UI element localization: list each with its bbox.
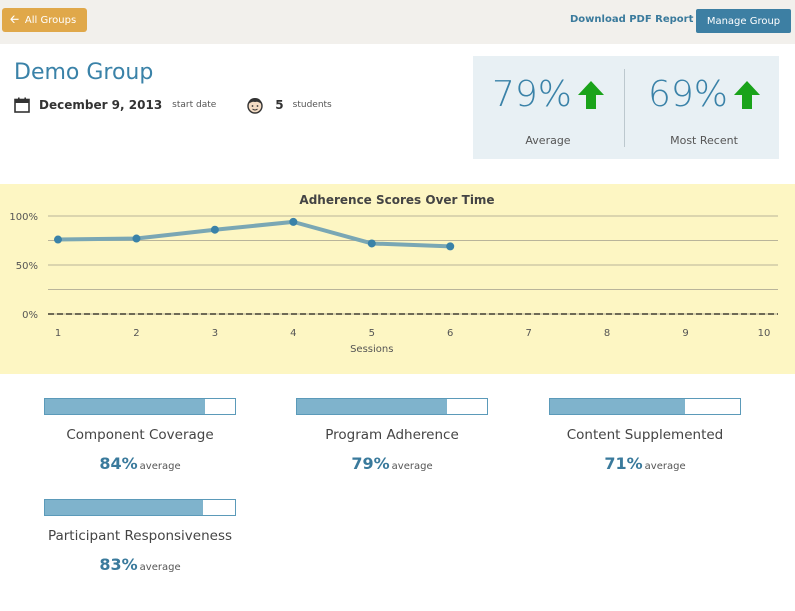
students-label: students <box>292 100 332 110</box>
data-point <box>210 225 219 234</box>
average-caption: Average <box>525 134 571 147</box>
metric-card: Program Adherence 79% average <box>296 398 488 473</box>
download-pdf-label: Download PDF Report <box>570 14 694 25</box>
arrow-up-icon <box>734 80 760 109</box>
metric-card: Content Supplemented 71% average <box>549 398 741 473</box>
most-recent-stat: 69% Most Recent <box>629 56 779 159</box>
data-point <box>446 242 455 251</box>
x-axis-label: Sessions <box>350 344 393 355</box>
metric-label: Component Coverage <box>66 427 214 443</box>
x-tick-label: 5 <box>369 328 375 339</box>
manage-group-label: Manage Group <box>706 15 781 27</box>
y-tick-label: 100% <box>9 212 38 223</box>
metric-progress-bar <box>549 398 741 415</box>
x-tick-label: 7 <box>525 328 531 339</box>
group-panel: Demo Group December 9, 2013 start date 5… <box>0 44 795 611</box>
adherence-chart: Adherence Scores Over Time 0% 50% 100% 1 2 3 4 5… <box>0 184 795 374</box>
metric-suffix: average <box>391 461 433 472</box>
x-tick-label: 4 <box>290 328 296 339</box>
y-tick-label: 0% <box>22 310 38 321</box>
series-line <box>57 219 451 249</box>
x-tick-label: 3 <box>212 328 218 339</box>
adherence-chart-svg: Adherence Scores Over Time 0% 50% 100% 1 2 3 4 5… <box>9 193 778 355</box>
page-title: Demo Group <box>14 60 154 85</box>
metric-progress-fill <box>550 399 685 414</box>
metric-suffix: average <box>644 461 686 472</box>
start-date-label: start date <box>172 100 217 110</box>
x-tick-label: 1 <box>55 328 61 339</box>
all-groups-button[interactable]: 🡠 All Groups <box>2 8 87 32</box>
metric-label: Program Adherence <box>325 427 459 443</box>
metric-progress-bar <box>296 398 488 415</box>
y-tick-label: 50% <box>16 261 38 272</box>
x-tick-label: 8 <box>604 328 610 339</box>
start-date-value: December 9, 2013 <box>39 98 163 112</box>
metric-value: 84% <box>99 454 138 473</box>
metric-value-line: 79% average <box>296 454 488 473</box>
metric-value: 79% <box>351 454 390 473</box>
x-tick-label: 9 <box>682 328 688 339</box>
all-groups-label: All Groups <box>24 14 77 26</box>
top-bar: 🡠 All Groups Download PDF Report Manage … <box>0 0 795 44</box>
data-point <box>132 234 141 243</box>
metric-suffix: average <box>139 461 181 472</box>
data-point <box>54 235 62 244</box>
metric-progress-fill <box>45 500 203 515</box>
metric-card: Component Coverage 84% average <box>44 398 236 473</box>
student-count: 5 <box>275 98 284 112</box>
metric-progress-bar <box>44 398 236 415</box>
group-meta: December 9, 2013 start date 5 students <box>14 94 362 116</box>
metric-progress-bar <box>44 499 236 516</box>
arrow-left-icon: 🡠 <box>10 12 19 26</box>
average-stat: 79% Average <box>473 56 623 159</box>
average-value: 79% <box>491 74 572 115</box>
x-tick-label: 10 <box>758 328 771 339</box>
most-recent-value: 69% <box>647 74 728 115</box>
student-icon <box>247 98 263 114</box>
metric-progress-fill <box>45 399 205 414</box>
metric-value: 83% <box>99 555 138 574</box>
calendar-icon <box>14 97 30 113</box>
metric-label: Content Supplemented <box>566 427 724 443</box>
x-tick-label: 2 <box>133 328 139 339</box>
data-point <box>367 239 376 248</box>
metric-value-line: 84% average <box>44 454 236 473</box>
metric-value-line: 71% average <box>549 454 741 473</box>
metric-progress-fill <box>297 399 448 414</box>
most-recent-caption: Most Recent <box>670 134 738 147</box>
data-point <box>289 217 298 226</box>
metric-value: 71% <box>604 454 643 473</box>
metric-label: Participant Responsiveness <box>47 528 233 544</box>
arrow-up-icon <box>578 80 604 109</box>
stats-divider <box>624 69 625 147</box>
x-tick-label: 6 <box>447 328 453 339</box>
score-summary: 79% Average 69% Most Recent <box>473 56 779 159</box>
metric-suffix: average <box>139 562 181 573</box>
metric-card: Participant Responsiveness 83% average <box>44 499 236 574</box>
download-pdf-link[interactable]: Download PDF Report <box>570 14 710 25</box>
manage-group-button[interactable]: Manage Group <box>696 9 791 33</box>
metric-value-line: 83% average <box>44 555 236 574</box>
chart-title: Adherence Scores Over Time <box>299 193 494 207</box>
